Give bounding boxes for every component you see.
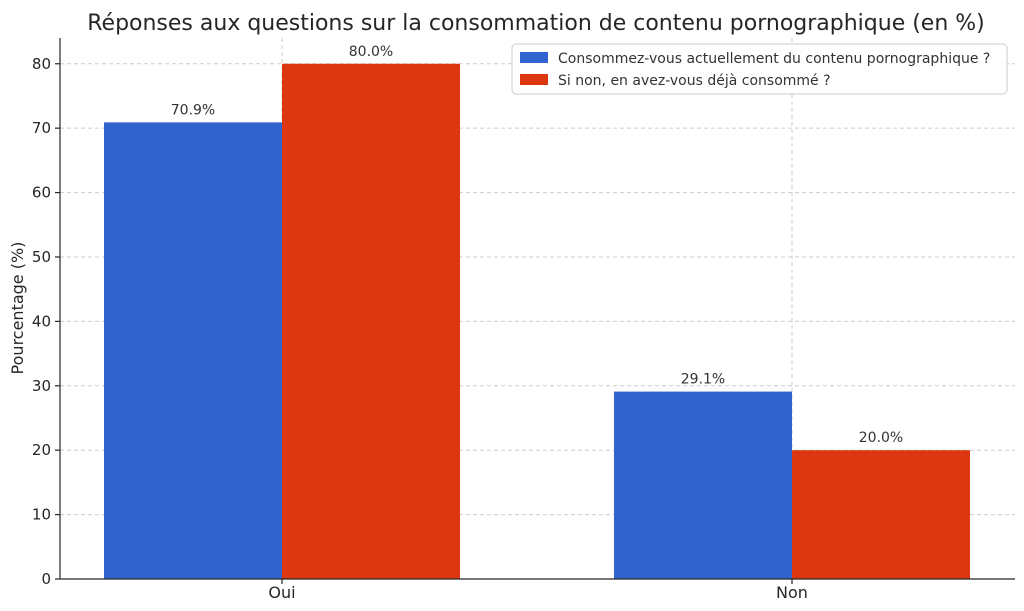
- legend-swatch: [520, 52, 548, 63]
- y-tick-label: 60: [32, 184, 51, 202]
- bar-non-series-1: [614, 391, 792, 579]
- bar-oui-series-1: [104, 122, 282, 579]
- axes: 0 10 20 30 40 50 60 70 80 Oui Non: [32, 38, 1015, 602]
- legend-entry: Consommez-vous actuellement du contenu p…: [558, 51, 990, 67]
- y-tick-label: 30: [32, 377, 51, 395]
- chart-title: Réponses aux questions sur la consommati…: [87, 11, 985, 36]
- y-tick-label: 0: [41, 570, 51, 588]
- data-label: 29.1%: [681, 372, 725, 388]
- data-labels: 70.9% 29.1% 80.0% 20.0%: [171, 44, 903, 446]
- y-tick-label: 10: [32, 506, 51, 524]
- bar-oui-series-2: [282, 63, 460, 580]
- legend: Consommez-vous actuellement du contenu p…: [511, 43, 1008, 95]
- y-tick-label: 50: [32, 248, 51, 266]
- y-tick-label: 80: [32, 55, 51, 73]
- x-tick-label: Non: [776, 583, 808, 602]
- legend-swatch: [520, 74, 548, 85]
- y-tick-label: 20: [32, 441, 51, 459]
- bar-non-series-2: [792, 450, 970, 579]
- data-label: 80.0%: [349, 44, 393, 60]
- bars: [104, 63, 970, 580]
- legend-box: [511, 43, 1008, 95]
- data-label: 70.9%: [171, 102, 215, 118]
- y-axis-label: Pourcentage (%): [8, 242, 27, 375]
- legend-entry: Si non, en avez-vous déjà consommé ?: [558, 73, 831, 89]
- y-tick-label: 70: [32, 119, 51, 137]
- data-label: 20.0%: [859, 430, 903, 446]
- x-tick-label: Oui: [268, 583, 295, 602]
- y-tick-label: 40: [32, 312, 51, 330]
